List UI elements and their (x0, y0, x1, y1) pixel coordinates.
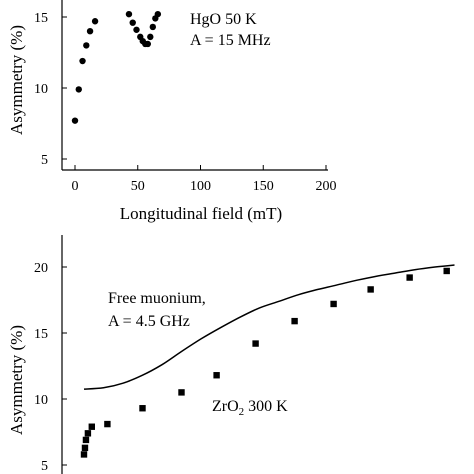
bottom-panel: 5 10 15 20 Asymmetry (%) Free muonium, A = … (7, 235, 455, 474)
bottom-data-point (88, 423, 95, 430)
bottom-data-point (330, 300, 337, 308)
bottom-data-point (139, 405, 146, 412)
top-data-point (147, 33, 154, 41)
top-data-point (129, 19, 136, 26)
top-x-tick-label: 0 (72, 179, 79, 194)
bottom-data-point (84, 430, 92, 437)
top-panel: 0 50 100 150 200 5 10 15 Longitudinal field (mT… (7, 0, 337, 223)
top-data-point (83, 42, 90, 49)
sample-label-main: ZrO (212, 398, 239, 415)
bottom-data-point (443, 267, 450, 275)
bottom-data-point (252, 340, 259, 347)
top-data-point (86, 28, 94, 35)
bottom-data-point (80, 451, 88, 458)
top-data-point (75, 86, 82, 93)
top-data-points (71, 10, 162, 124)
top-x-tick-label: 50 (131, 179, 145, 194)
top-x-tick-label: 100 (190, 179, 211, 194)
sample-label-rest: 300 K (244, 398, 288, 415)
top-x-tick-label: 200 (316, 179, 337, 194)
top-data-point (154, 10, 162, 18)
bottom-data-point (81, 444, 89, 452)
top-y-tick-label: 5 (41, 153, 48, 168)
sample-label: ZrO2 300 K (212, 398, 288, 418)
top-ylabel: Asymmetry (%) (7, 25, 26, 135)
top-x-tick-label: 150 (253, 179, 274, 194)
free-muonium-label-line-1: Free muonium, (108, 290, 206, 307)
bottom-data-points (80, 267, 450, 458)
top-data-point (125, 10, 133, 18)
bottom-y-tick-label: 20 (34, 261, 48, 276)
top-y-tick-label: 15 (34, 11, 48, 26)
top-data-point (91, 18, 99, 25)
bottom-data-point (82, 436, 90, 444)
free-muonium-curve (83, 264, 455, 390)
bottom-axes: 5 10 15 20 (34, 235, 67, 474)
free-muonium-label-line-2: A = 4.5 GHz (108, 313, 190, 330)
bottom-ylabel: Asymmetry (%) (7, 325, 26, 435)
bottom-data-point (406, 274, 413, 281)
top-axes: 0 50 100 150 200 5 10 15 (34, 0, 337, 194)
bottom-data-point (291, 317, 298, 325)
top-xlabel: Longitudinal field (mT) (120, 204, 282, 223)
sample-label-subscript: 2 (239, 406, 245, 418)
bottom-data-point (104, 420, 111, 428)
bottom-y-tick-label: 15 (34, 327, 48, 342)
top-data-point (79, 57, 86, 65)
top-annotation-line-2: A = 15 MHz (190, 32, 271, 49)
top-data-point (144, 40, 151, 48)
bottom-y-tick-label: 5 (41, 459, 48, 474)
top-data-point (71, 117, 79, 124)
bottom-data-point (178, 389, 185, 396)
bottom-data-point (213, 372, 220, 379)
top-data-point (133, 26, 140, 33)
top-annotation-line-1: HgO 50 K (190, 11, 257, 28)
top-y-tick-label: 10 (34, 82, 48, 97)
bottom-data-point (367, 286, 374, 293)
top-data-point (149, 23, 157, 31)
bottom-y-tick-label: 10 (34, 393, 48, 408)
